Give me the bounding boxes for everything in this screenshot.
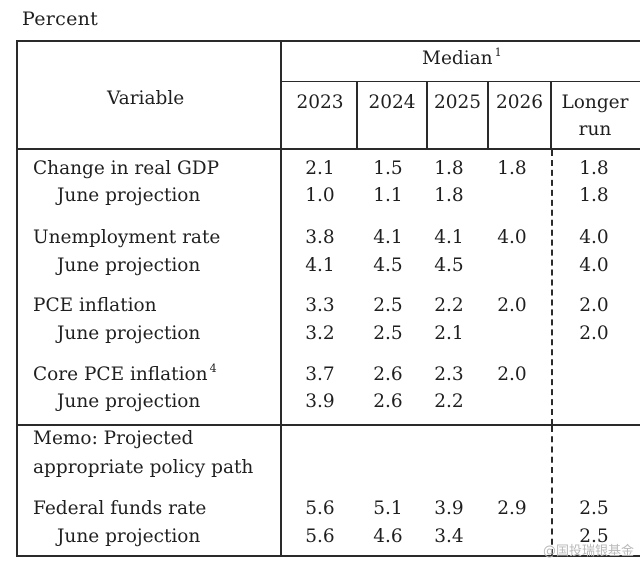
projection-row-3-value-2: 4.5 — [434, 255, 464, 276]
col-divider-2023 — [356, 81, 358, 149]
policy-row-0-value-1: 5.1 — [373, 498, 403, 519]
projection-row-1-value-1: 1.1 — [373, 185, 403, 206]
memo-line1: Memo: Projected — [33, 428, 194, 449]
policy-row-0-value-4: 2.5 — [579, 498, 609, 519]
policy-row-1-value-1: 4.6 — [373, 526, 403, 547]
projection-row-5-value-2: 2.1 — [434, 323, 464, 344]
top-rule — [16, 40, 640, 42]
projection-row-7-value-1: 2.6 — [373, 391, 403, 412]
projection-row-4-label: PCE inflation — [33, 295, 157, 316]
variable-divider — [280, 40, 282, 557]
projection-row-4-value-4: 2.0 — [579, 295, 609, 316]
memo-rule — [16, 424, 640, 426]
header-rule — [16, 148, 640, 150]
watermark: @国投瑞银基金 — [542, 544, 634, 559]
projection-row-5-label-text: June projection — [57, 323, 201, 344]
variable-header: Variable — [107, 88, 185, 109]
projection-row-6-value-0: 3.7 — [305, 364, 335, 385]
year-header-2023: 2023 — [296, 92, 344, 113]
projection-row-7-value-2: 2.2 — [434, 391, 464, 412]
left-border — [16, 40, 18, 557]
projection-row-2-value-3: 4.0 — [497, 227, 527, 248]
policy-row-1-label: June projection — [57, 526, 200, 547]
policy-row-0-label: Federal funds rate — [33, 498, 206, 519]
projection-row-7-label: June projection — [57, 391, 200, 412]
projection-row-4-value-3: 2.0 — [497, 295, 527, 316]
projection-row-1-label-text: June projection — [57, 185, 201, 206]
median-header: Median 1 — [422, 46, 502, 69]
projection-row-5-value-0: 3.2 — [305, 323, 335, 344]
longer-run-header-line1: Longer — [561, 92, 629, 113]
projection-row-4-value-2: 2.2 — [434, 295, 464, 316]
projection-row-0-value-3: 1.8 — [497, 158, 527, 179]
projection-row-1-value-0: 1.0 — [305, 185, 335, 206]
projection-row-1-label: June projection — [57, 185, 200, 206]
projection-row-3-label: June projection — [57, 255, 200, 276]
col-divider-2026 — [550, 81, 552, 149]
projection-row-6-value-1: 2.6 — [373, 364, 403, 385]
projection-row-6-footnote: 4 — [209, 362, 217, 375]
col-divider-2024 — [426, 81, 428, 149]
projection-row-4-value-1: 2.5 — [373, 295, 403, 316]
projection-row-2-value-4: 4.0 — [579, 227, 609, 248]
projection-row-2-label-text: Unemployment rate — [33, 227, 221, 248]
projection-row-0-value-2: 1.8 — [434, 158, 464, 179]
projection-row-7-value-0: 3.9 — [305, 391, 335, 412]
projection-row-2-label: Unemployment rate — [33, 227, 220, 248]
projection-row-2-value-0: 3.8 — [305, 227, 335, 248]
unit-label: Percent — [22, 8, 99, 30]
projection-row-1-value-4: 1.8 — [579, 185, 609, 206]
projection-row-6-label-text: Core PCE inflation — [33, 364, 208, 385]
longer-run-dashed-divider — [551, 150, 553, 425]
col-divider-2025 — [487, 81, 489, 149]
median-header-text: Median — [422, 48, 493, 69]
projection-row-0-value-1: 1.5 — [373, 158, 403, 179]
projection-row-4-value-0: 3.3 — [305, 295, 335, 316]
bottom-rule — [16, 555, 640, 557]
projection-row-5-value-1: 2.5 — [373, 323, 403, 344]
projection-row-0-label-text: Change in real GDP — [33, 158, 220, 179]
projection-row-5-label: June projection — [57, 323, 200, 344]
projection-row-2-value-2: 4.1 — [434, 227, 464, 248]
projection-row-5-value-4: 2.0 — [579, 323, 609, 344]
projection-row-4-label-text: PCE inflation — [33, 295, 157, 316]
memo-line2: appropriate policy path — [33, 457, 254, 478]
projection-row-6-label: Core PCE inflation 4 — [33, 362, 217, 385]
policy-row-1-value-0: 5.6 — [305, 526, 335, 547]
year-header-2025: 2025 — [433, 92, 482, 113]
projection-row-0-value-4: 1.8 — [579, 158, 609, 179]
median-footnote: 1 — [494, 46, 502, 59]
year-header-2024: 2024 — [368, 92, 416, 113]
policy-row-1-value-4: 2.5 — [579, 526, 609, 547]
projection-row-2-value-1: 4.1 — [373, 227, 403, 248]
policy-row-0-value-3: 2.9 — [497, 498, 527, 519]
policy-row-1-value-2: 3.4 — [434, 526, 464, 547]
projection-row-0-value-0: 2.1 — [305, 158, 335, 179]
policy-row-0-value-2: 3.9 — [434, 498, 464, 519]
projection-row-1-value-2: 1.8 — [434, 185, 464, 206]
longer-run-dashed-divider-lower — [551, 426, 553, 555]
median-rule — [280, 81, 640, 82]
projection-row-3-value-4: 4.0 — [579, 255, 609, 276]
policy-row-1-label-text: June projection — [57, 526, 201, 547]
projection-row-6-value-3: 2.0 — [497, 364, 527, 385]
longer-run-header-line2: run — [578, 119, 612, 140]
projection-row-0-label: Change in real GDP — [33, 158, 219, 179]
projection-row-3-value-1: 4.5 — [373, 255, 403, 276]
projection-row-3-value-0: 4.1 — [305, 255, 335, 276]
projection-row-7-label-text: June projection — [57, 391, 201, 412]
policy-row-0-value-0: 5.6 — [305, 498, 335, 519]
year-header-2026: 2026 — [495, 92, 544, 113]
projection-row-6-value-2: 2.3 — [434, 364, 464, 385]
policy-row-0-label-text: Federal funds rate — [33, 498, 207, 519]
projection-row-3-label-text: June projection — [57, 255, 201, 276]
